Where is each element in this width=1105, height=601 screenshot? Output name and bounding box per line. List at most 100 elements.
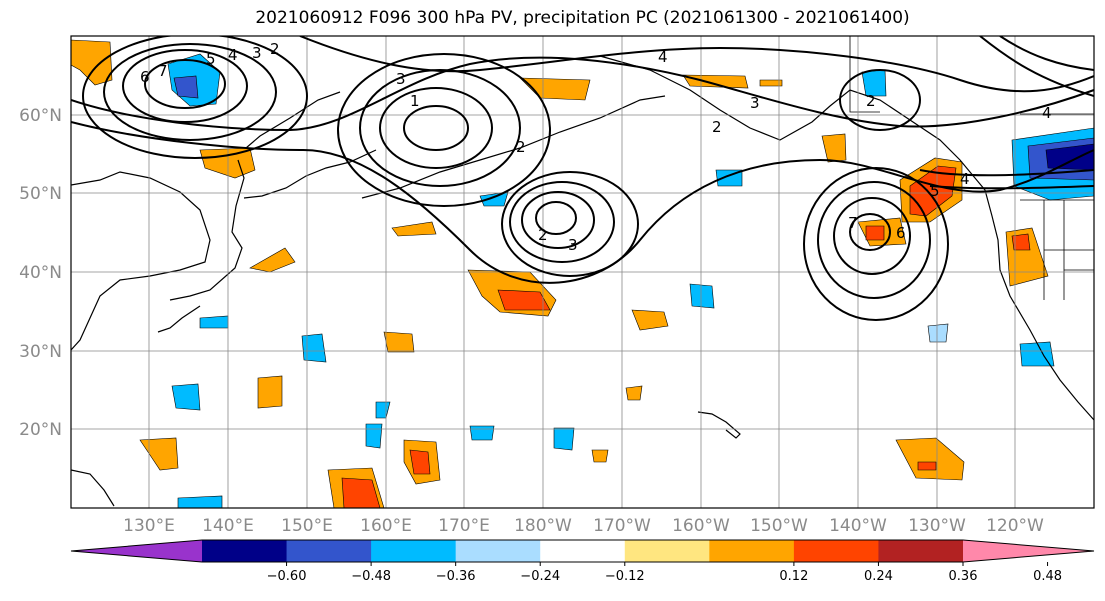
pv-contours [71,36,1094,321]
pv-contour [979,36,1094,97]
lon-label: 180°W [514,516,572,536]
pv-contour-labels: 6 7 5 4 3 2 3 2 1 2 3 2 3 4 6 7 5 4 4 2 [140,40,1052,254]
colorbar-tick-label: −0.60 [267,569,307,584]
canada-boundary [849,36,1094,201]
precip-area [519,77,591,101]
pv-contour [849,213,891,251]
precip-area [139,437,179,471]
lon-label: 120°W [986,516,1044,536]
precip-area [479,191,509,207]
precip-area [759,79,783,87]
precip-area [1045,143,1094,171]
pv-label: 4 [228,46,238,64]
colorbar-bin [371,540,457,562]
aleutians-coast [361,95,666,199]
colorbar-tick-label: 0.48 [1033,569,1062,584]
pv-contour [509,181,615,263]
precip-area [553,427,575,451]
precip-area [682,74,749,89]
precip-area [249,247,296,273]
colorbar-bin [455,540,541,562]
colorbar-tick-label: −0.48 [351,569,391,584]
precip-area [199,147,256,179]
pv-label: 2 [270,40,280,58]
graticule [71,36,1094,508]
pv-contour [535,201,577,235]
precip-area [895,437,965,481]
precip-area [409,449,431,475]
latitude-labels: 60°N 50°N 40°N 30°N 20°N [19,106,62,440]
colorbar-bin [540,540,626,562]
colorbar-bin [624,540,710,562]
pv-contour [71,56,1094,132]
pv-label: 7 [848,214,858,232]
precip-area [177,495,223,508]
lon-label: 130°E [123,516,175,536]
pv-label: 5 [930,182,940,200]
pv-label: 1 [410,92,420,110]
pv-label: 7 [158,62,168,80]
pv-contour [501,171,639,277]
precip-area [71,39,113,86]
precip-area [341,477,381,508]
pv-label: 6 [140,68,150,86]
pv-label: 3 [252,44,262,62]
colorbar-extend-high [963,540,1094,562]
lat-label: 60°N [19,106,62,126]
pv-label: 2 [866,92,876,110]
colorbar-tick-label: 0.12 [779,569,808,584]
precip-area [383,331,415,353]
pv-label: 6 [896,224,906,242]
precip-area [257,375,283,409]
asia-coast [71,171,211,351]
pv-contour [403,105,469,151]
colorbar-extend-low [71,540,202,562]
boundaries [849,36,1094,300]
lon-label: 130°W [908,516,966,536]
precip-area [821,133,847,163]
precip-area [1019,341,1055,367]
precip-negative-areas [167,53,1094,508]
colorbar-bin [793,540,879,562]
colorbar-bin [202,540,288,562]
precip-area [927,323,949,343]
precip-area [365,423,383,449]
coastlines [71,55,1094,507]
pv-label: 3 [568,236,578,254]
kamchatka-coast [245,91,341,149]
lat-label: 40°N [19,263,62,283]
precip-area [909,165,957,217]
pv-contour [919,169,1094,177]
lon-label: 150°E [281,516,333,536]
pv-label: 4 [658,48,668,66]
lat-label: 30°N [19,342,62,362]
precip-area [631,309,669,331]
precip-area [865,225,885,241]
us-states [1043,200,1094,300]
pv-label: 2 [538,226,548,244]
precip-area [173,75,199,99]
precip-area [375,401,391,419]
colorbar-tick-label: −0.24 [520,569,560,584]
pv-contour [839,69,921,131]
lat-label: 50°N [19,184,62,204]
alaska-coast [599,55,1094,421]
pv-label: 2 [712,118,722,136]
pv-contour [337,53,551,207]
pv-contour [122,49,248,123]
map-area: 6 7 5 4 3 2 3 2 1 2 3 2 3 4 6 7 5 4 4 2 [71,36,1094,508]
colorbar-bin [878,540,964,562]
colorbar-bin [709,540,795,562]
precip-area [199,315,229,329]
precip-area [391,221,437,237]
pv-label: 4 [960,170,970,188]
pv-label: 2 [516,138,526,156]
pv-contour [833,197,911,275]
pv-label: 3 [396,70,406,88]
pv-contour [82,36,308,159]
colorbar-bin [286,540,372,562]
precip-area [1011,233,1031,251]
colorbar-tick-label: −0.36 [436,569,476,584]
map-border [70,35,1095,509]
pv-contour [929,185,1094,190]
